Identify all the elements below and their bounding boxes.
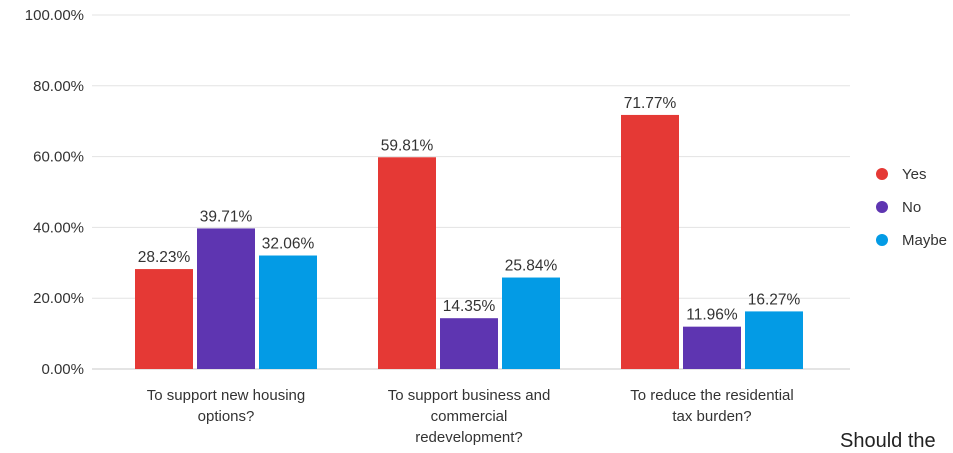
data-label: 32.06% [262,236,315,253]
data-label: 25.84% [505,258,558,275]
legend-label: Yes [902,166,926,183]
data-labels: 28.23% 59.81% 71.77% 39.71% 14.35% 11.96% 32.0… [138,95,801,324]
data-label: 28.23% [138,249,191,266]
bar-maybe [745,311,803,369]
category-label: To reduce the residential [630,387,793,404]
data-label: 16.27% [748,291,801,308]
legend: Yes No Maybe [876,166,947,249]
bar-yes [621,114,679,369]
cutoff-question-text: Should the [840,430,936,452]
bar-no [197,228,255,369]
x-axis-category-labels: To support new housing options? To support… [147,387,794,446]
data-label: 11.96% [686,307,738,324]
y-tick-label: 0.00% [41,361,84,378]
y-tick-label: 40.00% [33,219,84,236]
category-label: tax burden? [672,408,751,425]
bar-no [440,318,498,369]
y-axis-tick-labels: 0.00% 20.00% 40.00% 60.00% 80.00% 100.00% [25,7,84,378]
data-label: 14.35% [443,298,496,315]
category-label: options? [198,408,255,425]
bar-yes [378,157,436,369]
bar-yes [135,269,193,369]
legend-swatch-yes [876,168,888,180]
category-label: commercial [431,408,508,425]
category-label: redevelopment? [415,429,523,446]
category-label: To support new housing [147,387,305,404]
bars [135,114,803,369]
y-tick-label: 80.00% [33,78,84,95]
data-label: 71.77% [624,95,677,112]
category-label: To support business and [388,387,551,404]
legend-label: Maybe [902,232,947,249]
data-label: 59.81% [381,137,434,154]
data-label: 39.71% [200,208,253,225]
y-tick-label: 60.00% [33,149,84,166]
legend-swatch-no [876,201,888,213]
bar-maybe [259,255,317,369]
bar-maybe [502,277,560,369]
y-tick-label: 100.00% [25,7,84,24]
bar-no [683,326,741,369]
legend-label: No [902,199,921,216]
legend-swatch-maybe [876,234,888,246]
y-tick-label: 20.00% [33,290,84,307]
